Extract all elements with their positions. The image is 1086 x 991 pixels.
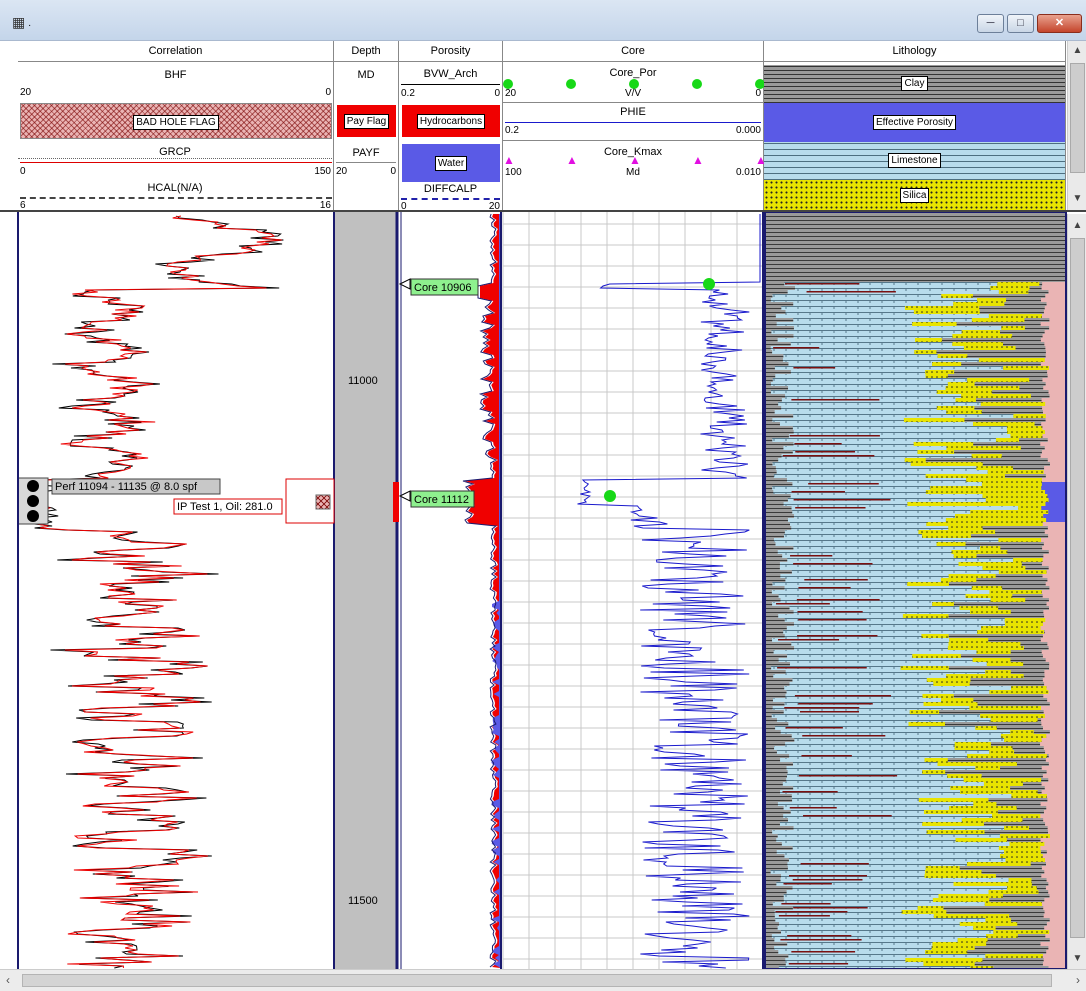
effective-porosity-label: Effective Porosity — [872, 115, 957, 130]
core-por-marker — [503, 79, 513, 89]
porosity-header[interactable]: Porosity BVW_Arch 0.2 0 Hydrocarbons Wat… — [399, 41, 503, 212]
close-button[interactable]: ✕ — [1037, 14, 1082, 33]
correlation-header[interactable]: Correlation BHF 20 0 BAD HOLE FLAG GRCP … — [18, 41, 334, 211]
porosity-fill — [465, 214, 500, 968]
lithology-track — [764, 212, 1076, 969]
depth-label-11000: 11000 — [348, 375, 378, 387]
depth-track: 11000 11500 — [333, 212, 399, 969]
svg-text:Core 10906: Core 10906 — [414, 282, 472, 294]
hydrocarbons-label: Hydrocarbons — [416, 114, 486, 129]
lithology-header[interactable]: Lithology Clay Effective Porosity Limest… — [764, 41, 1066, 210]
core-track — [502, 212, 764, 969]
header-scroll-down[interactable]: ▼ — [1072, 193, 1083, 204]
header-scroll-thumb[interactable] — [1070, 63, 1085, 173]
core-kmax-marker: ▲ — [755, 153, 767, 167]
hydrocarbons-swatch: Hydrocarbons — [402, 105, 500, 137]
bvw-curve-name: BVW_Arch — [423, 68, 478, 80]
perf-annotation[interactable]: Perf 11094 - 11135 @ 8.0 spf IP Test 1, … — [17, 477, 335, 525]
gr-curve-black — [23, 215, 284, 969]
bad-hole-flag-label: BAD HOLE FLAG — [133, 115, 219, 130]
core-por-markers — [503, 79, 765, 95]
header-scroll-up[interactable]: ▲ — [1072, 45, 1083, 56]
header-scrollbar[interactable]: ▲ ▼ — [1067, 41, 1086, 210]
clay-swatch: Clay — [764, 65, 1065, 103]
core-por-marker — [629, 79, 639, 89]
silica-swatch: Silica — [764, 180, 1065, 210]
log-grid-icon[interactable]: ▦ — [12, 14, 26, 30]
core-label-2[interactable]: Core 11112 — [398, 490, 475, 508]
plot-scrollbar[interactable]: ▲ ▼ — [1067, 214, 1086, 969]
core-por-curve-name: Core_Por — [609, 67, 657, 79]
effective-porosity-swatch: Effective Porosity — [764, 103, 1065, 142]
limestone-swatch: Limestone — [764, 142, 1065, 180]
core-kmax-marker: ▲ — [503, 153, 515, 167]
clay-label: Clay — [901, 76, 928, 91]
core-kmax-marker: ▲ — [692, 153, 704, 167]
correlation-title: Correlation — [18, 44, 333, 62]
bad-hole-flag-swatch: BAD HOLE FLAG — [20, 103, 332, 139]
core-title: Core — [503, 44, 763, 62]
core-kmax-marker: ▲ — [566, 153, 578, 167]
pay-flag-swatch: Pay Flag — [337, 105, 396, 137]
ip-test-label: IP Test 1, Oil: 281.0 — [177, 501, 273, 513]
core-por-point — [703, 278, 715, 290]
bvw-curve — [462, 213, 498, 968]
core-header[interactable]: Core Core_Por 20 V/V 0 PHIE 0.2 0.000 Co… — [503, 41, 767, 210]
plot-scroll-down[interactable]: ▼ — [1072, 953, 1083, 964]
limestone-label: Limestone — [888, 153, 941, 168]
svg-text:Core 11112: Core 11112 — [414, 494, 469, 506]
core-por-point — [604, 490, 616, 502]
hcal-curve-name: HCAL(N/A) — [147, 182, 203, 194]
correlation-track — [18, 212, 334, 969]
md-curve-name: MD — [357, 69, 375, 81]
water-swatch: Water — [402, 144, 500, 182]
phie-curve — [577, 214, 761, 969]
porosity-track — [399, 212, 503, 969]
bhf-curve-name: BHF — [164, 69, 187, 81]
grcp-curve-name: GRCP — [18, 146, 332, 159]
water-label: Water — [434, 156, 468, 171]
minimize-button[interactable]: ─ — [977, 14, 1004, 33]
window-title: · — [28, 20, 32, 31]
core-por-marker — [566, 79, 576, 89]
track-header: Correlation BHF 20 0 BAD HOLE FLAG GRCP … — [0, 41, 1086, 212]
core-por-marker — [755, 79, 765, 89]
pay-flag-mark — [393, 482, 399, 522]
gr-curve-red — [35, 215, 282, 968]
depth-column — [334, 212, 397, 969]
porosity-title: Porosity — [399, 44, 502, 62]
water-fill — [491, 214, 500, 968]
payf-curve-name: PAYF — [352, 147, 380, 159]
ip-test-label-box — [173, 498, 283, 515]
pay-flag-label: Pay Flag — [343, 114, 390, 129]
perf-label-box — [51, 478, 221, 495]
horizontal-scroll-thumb[interactable] — [22, 974, 1052, 987]
scroll-left-arrow[interactable]: ‹ — [6, 973, 10, 987]
silica-label: Silica — [899, 188, 930, 203]
maximize-button[interactable]: □ — [1007, 14, 1034, 33]
perf-label: Perf 11094 - 11135 @ 8.0 spf — [55, 481, 198, 493]
core-kmax-markers: ▲ ▲ ▲ ▲ ▲ — [503, 153, 767, 168]
depth-label-11500: 11500 — [348, 895, 378, 907]
diffcalp-curve-name: DIFFCALP — [423, 183, 478, 195]
lithology-title: Lithology — [764, 44, 1065, 62]
core-kmax-marker: ▲ — [629, 153, 641, 167]
depth-title: Depth — [334, 44, 398, 62]
core-label-1[interactable]: Core 10906 — [398, 278, 479, 296]
horizontal-scrollbar[interactable]: ‹ › — [0, 969, 1086, 991]
plot-scroll-thumb[interactable] — [1070, 238, 1085, 938]
phie-curve-name: PHIE — [620, 106, 646, 118]
core-kmax-curve-name: Core_Kmax — [603, 146, 663, 158]
core-por-marker — [692, 79, 702, 89]
scroll-right-arrow[interactable]: › — [1076, 973, 1080, 987]
title-bar: ▦ · ─ □ ✕ — [0, 0, 1086, 41]
log-plot[interactable]: 11000 11500 Perf 11094 - 11135 @ 8.0 spf — [0, 212, 1086, 969]
depth-header[interactable]: Depth MD Pay Flag PAYF 20 0 — [334, 41, 399, 210]
plot-scroll-up[interactable]: ▲ — [1072, 220, 1083, 231]
